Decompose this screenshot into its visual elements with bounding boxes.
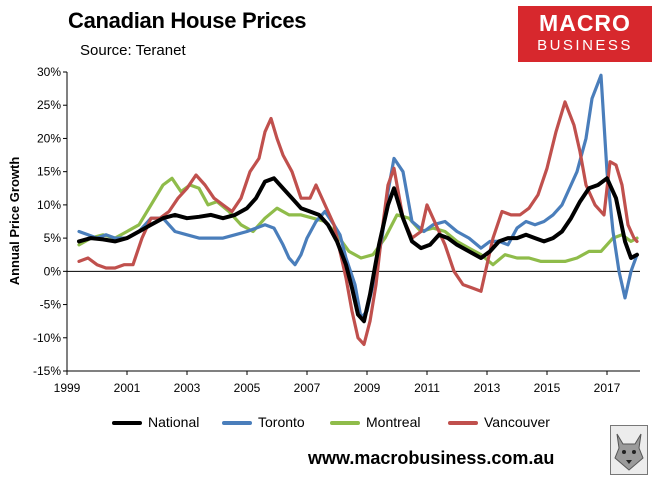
x-tick-label: 2005 — [234, 381, 261, 395]
y-tick-label: 20% — [37, 131, 61, 145]
website-url[interactable]: www.macrobusiness.com.au — [308, 448, 555, 468]
legend-label-vancouver: Vancouver — [484, 414, 550, 430]
y-tick-label: 25% — [37, 98, 61, 112]
legend-item-national: National — [112, 414, 199, 430]
logo-line-1: MACRO — [539, 10, 631, 36]
x-tick-label: 2011 — [414, 381, 440, 395]
chart-title: Canadian House Prices — [68, 8, 307, 33]
legend-item-toronto: Toronto — [222, 414, 305, 430]
legend-swatch-montreal — [330, 421, 360, 426]
legend-item-montreal: Montreal — [330, 414, 420, 430]
series-line-toronto — [77, 73, 639, 320]
legend-item-vancouver: Vancouver — [448, 414, 550, 430]
series-line-vancouver — [77, 100, 639, 346]
y-tick-label: 30% — [37, 65, 61, 79]
x-tick-label: 2003 — [174, 381, 201, 395]
chart-series — [77, 73, 639, 346]
x-tick-label: 2007 — [294, 381, 321, 395]
legend-label-montreal: Montreal — [366, 414, 421, 430]
chart-axes: -15% -10% -5% 0% 5% 10% 15% 20% 25% 30% 1999 2001 20… — [33, 65, 640, 395]
series-line-national — [77, 176, 639, 324]
x-tick-label: 2001 — [114, 381, 141, 395]
chart-subtitle: Source: Teranet — [80, 42, 186, 59]
x-tick-label: 2013 — [474, 381, 501, 395]
y-tick-label: -15% — [33, 364, 61, 378]
legend-swatch-toronto — [222, 421, 252, 426]
y-tick-label: -5% — [40, 298, 62, 312]
legend-swatch-vancouver — [448, 421, 478, 426]
y-tick-label: 0% — [44, 264, 62, 278]
y-axis-label: Annual Price Growth — [7, 157, 22, 286]
x-tick-label: 1999 — [54, 381, 81, 395]
macrobusiness-logo: MACRO BUSINESS — [518, 6, 652, 62]
logo-line-2: BUSINESS — [537, 37, 633, 54]
y-tick-label: 5% — [44, 231, 62, 245]
series-line-montreal — [77, 176, 639, 267]
legend-label-national: National — [148, 414, 200, 430]
legend-swatch-national — [112, 421, 142, 426]
x-tick-label: 2017 — [594, 381, 621, 395]
legend-label-toronto: Toronto — [258, 414, 305, 430]
y-tick-label: 10% — [37, 198, 61, 212]
wolf-icon — [610, 425, 648, 475]
y-tick-label: 15% — [37, 165, 61, 179]
x-tick-label: 2015 — [534, 381, 561, 395]
y-tick-label: -10% — [33, 331, 61, 345]
x-tick-label: 2009 — [354, 381, 381, 395]
